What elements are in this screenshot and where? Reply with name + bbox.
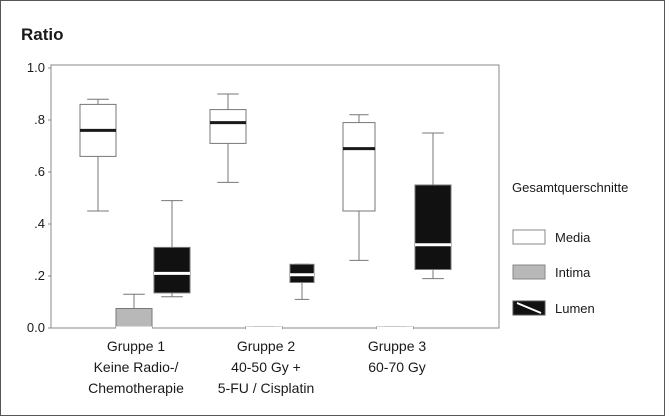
x-category-label: 60-70 Gy <box>368 359 426 375</box>
legend: Gesamtquerschnitte Media Intima Lumen <box>512 180 628 316</box>
legend-swatch-intima <box>512 264 546 280</box>
legend-label: Media <box>555 230 591 245</box>
legend-swatch-media <box>512 229 546 245</box>
box-series <box>79 93 452 330</box>
y-tick-label: 1.0 <box>27 60 45 75</box>
y-tick-label: .8 <box>34 112 45 127</box>
box-intima <box>115 308 153 329</box>
x-axis-categories: Gruppe 1 Keine Radio-/ Chemotherapie Gruppe… <box>88 338 426 396</box>
x-category-label: Chemotherapie <box>88 380 184 396</box>
x-category-label: Gruppe 1 <box>107 338 166 354</box>
y-tick-label: .2 <box>34 268 45 283</box>
legend-title: Gesamtquerschnitte <box>512 180 628 195</box>
x-category-label: 40-50 Gy + <box>231 359 301 375</box>
legend-label: Intima <box>555 265 591 280</box>
box-media <box>209 109 247 144</box>
y-axis-label: Ratio <box>21 25 64 44</box>
x-category-label: Gruppe 3 <box>368 338 427 354</box>
x-category-label: Keine Radio-/ <box>94 359 179 375</box>
box-media <box>342 122 376 212</box>
y-tick-label: 0.0 <box>27 320 45 335</box>
y-tick-label: .4 <box>34 216 45 231</box>
x-category-label: Gruppe 2 <box>237 338 296 354</box>
x-category-label: 5-FU / Cisplatin <box>218 380 314 396</box>
box-lumen <box>153 246 191 294</box>
legend-label: Lumen <box>555 301 595 316</box>
y-tick-label: .6 <box>34 164 45 179</box>
y-axis: 0.0 .2 .4 .6 .8 1.0 <box>27 60 52 335</box>
legend-swatch-lumen-stripe <box>516 302 542 314</box>
box-lumen <box>414 184 452 270</box>
